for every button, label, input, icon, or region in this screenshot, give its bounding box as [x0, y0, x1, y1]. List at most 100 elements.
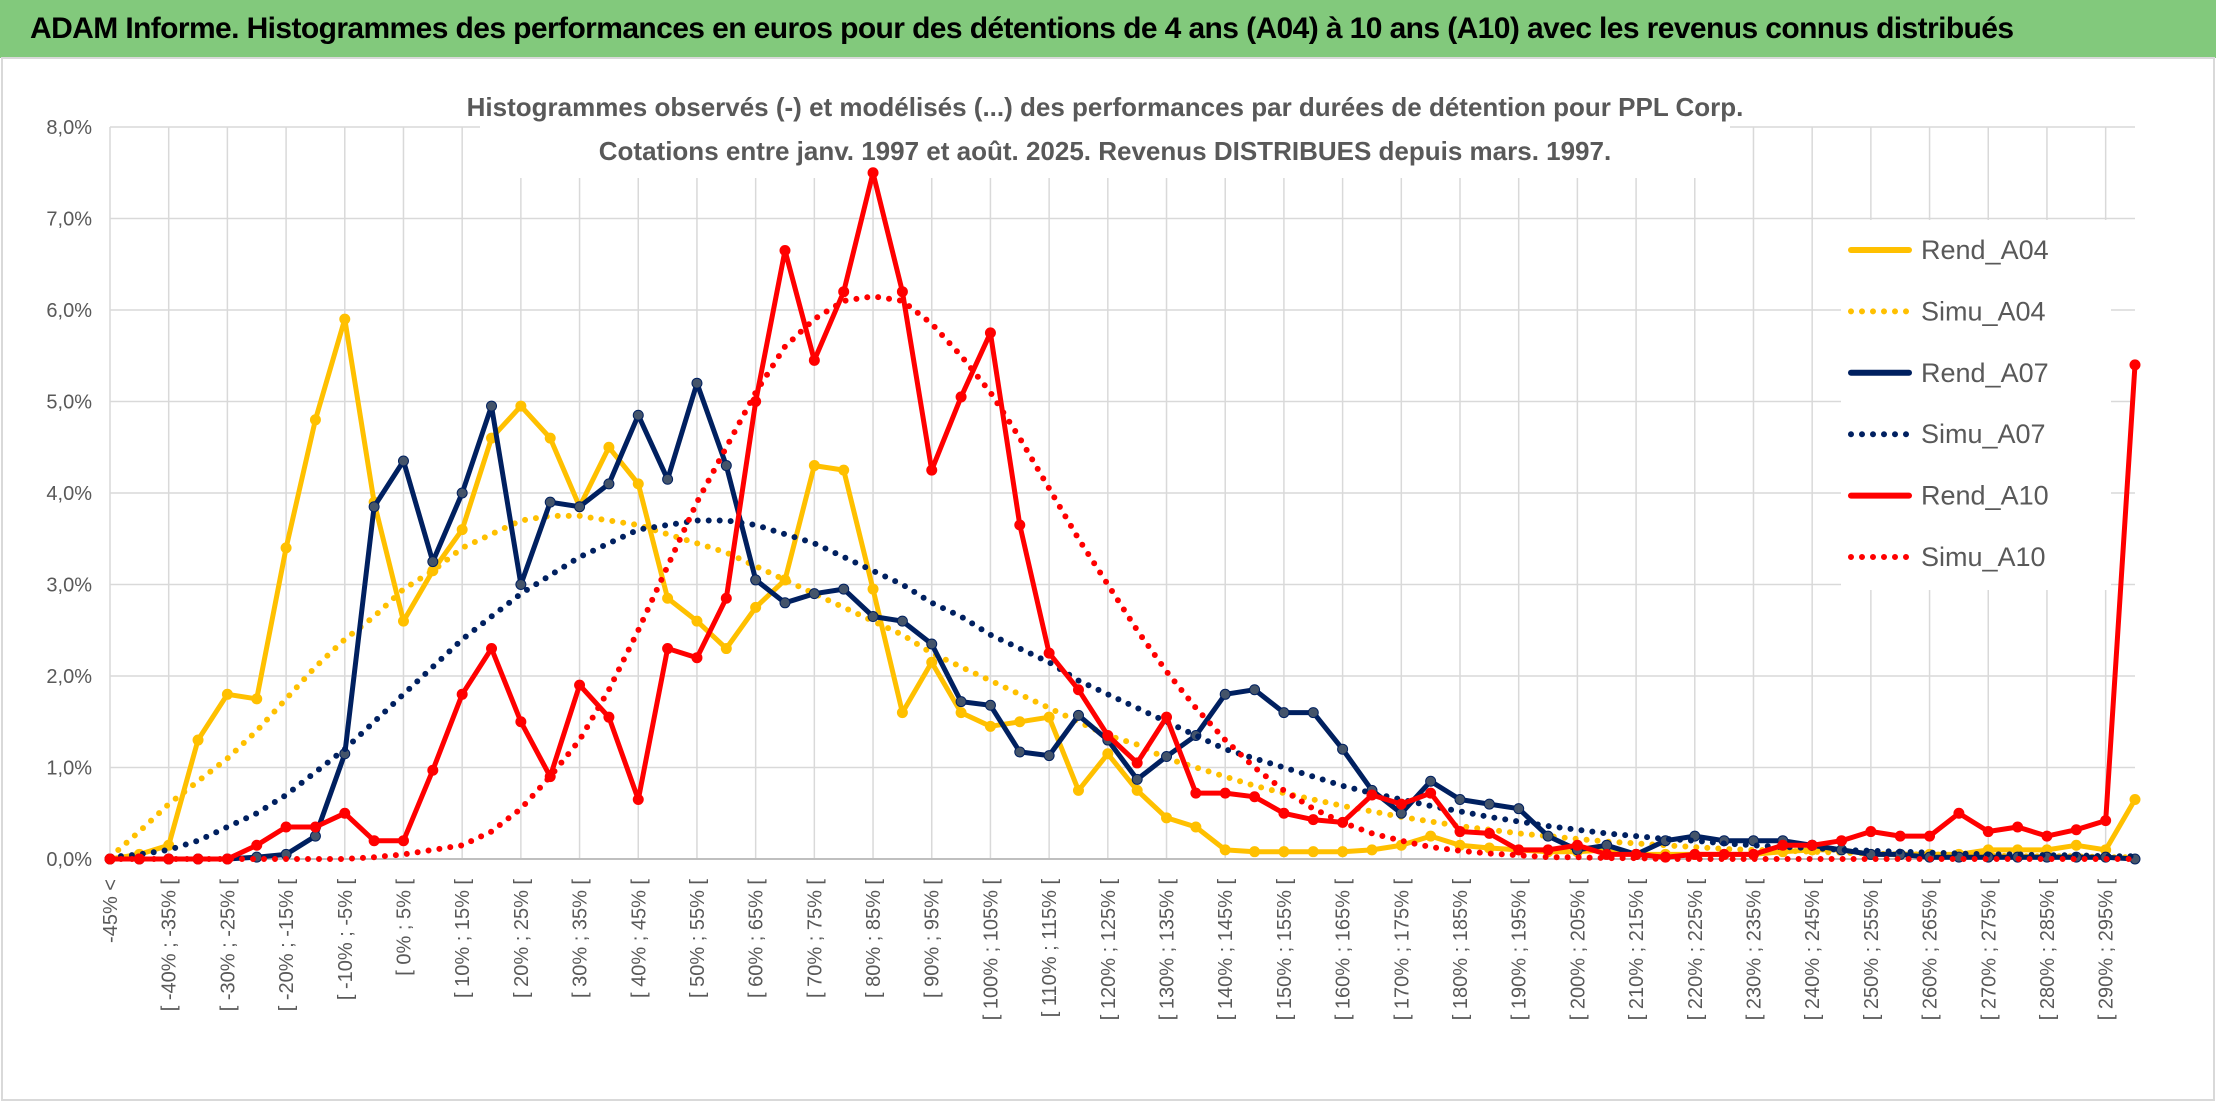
data-point — [2070, 839, 2082, 851]
legend-label: Rend_A07 — [1921, 358, 2049, 388]
data-point — [955, 707, 967, 719]
data-point — [368, 835, 380, 847]
data-point — [1014, 716, 1026, 728]
data-point — [926, 464, 938, 476]
data-point — [2100, 815, 2112, 827]
legend-label: Simu_A07 — [1921, 419, 2046, 449]
y-tick-label: 6,0% — [46, 300, 92, 322]
data-point — [1777, 839, 1789, 851]
data-point — [1454, 794, 1466, 806]
data-point — [1982, 826, 1994, 838]
y-tick-label: 7,0% — [46, 209, 92, 231]
data-point — [1014, 519, 1026, 531]
data-point — [339, 807, 351, 819]
x-tick-label: [ 100% ; 105% [ — [980, 879, 1002, 1021]
data-point — [1513, 803, 1525, 815]
data-point — [1072, 709, 1084, 721]
x-tick-label: [ 150% ; 155% [ — [1274, 879, 1296, 1021]
data-point — [750, 574, 762, 586]
data-point — [896, 615, 908, 627]
data-point — [251, 839, 263, 851]
data-point — [603, 441, 615, 453]
x-tick-label: [ 70% ; 75% [ — [804, 879, 826, 998]
data-point — [603, 478, 615, 490]
data-point — [896, 286, 908, 298]
y-tick-label: 2,0% — [46, 666, 92, 688]
x-tick-label: [ -10% ; -5% [ — [335, 879, 357, 1001]
data-point — [1043, 750, 1055, 762]
data-point — [1043, 711, 1055, 723]
x-tick-label: [ 140% ; 145% [ — [1215, 879, 1237, 1021]
data-point — [2129, 359, 2141, 371]
data-point — [1425, 775, 1437, 787]
observed-line — [107, 170, 2138, 862]
data-point — [456, 524, 468, 536]
x-tick-label: [ -20% ; -15% [ — [276, 879, 298, 1012]
chart-title: Histogrammes observés (-) et modélisés (… — [467, 92, 1744, 122]
data-point — [867, 611, 879, 623]
data-point — [1337, 846, 1349, 858]
data-point — [544, 496, 556, 508]
data-point — [280, 542, 292, 554]
data-point — [838, 286, 850, 298]
data-point — [838, 583, 850, 595]
data-point — [691, 615, 703, 627]
x-tick-label: [ 260% ; 265% [ — [1920, 879, 1942, 1021]
model-line — [107, 293, 2138, 862]
data-point — [808, 354, 820, 366]
data-point — [280, 821, 292, 833]
data-point — [1249, 846, 1261, 858]
data-point — [867, 583, 879, 595]
x-tick-label: [ 0% ; 5% [ — [393, 879, 415, 976]
data-point — [1425, 787, 1437, 799]
data-point — [1190, 787, 1202, 799]
data-point — [2129, 794, 2141, 806]
data-point — [955, 696, 967, 708]
data-point — [926, 656, 938, 668]
x-tick-label: [ 20% ; 25% [ — [511, 879, 533, 998]
data-point — [1102, 748, 1114, 760]
data-point — [720, 592, 732, 604]
data-point — [1072, 784, 1084, 796]
data-point — [1395, 798, 1407, 810]
data-point — [632, 478, 644, 490]
data-point — [838, 464, 850, 476]
data-point — [750, 601, 762, 613]
x-tick-label: [ 110% ; 115% [ — [1039, 879, 1061, 1018]
legend-label: Simu_A10 — [1921, 542, 2046, 572]
x-tick-label: [ 230% ; 235% [ — [1743, 879, 1765, 1021]
y-tick-label: 1,0% — [46, 758, 92, 780]
data-point — [984, 699, 996, 711]
data-point — [808, 460, 820, 472]
data-point — [192, 734, 204, 746]
data-point — [1219, 844, 1231, 856]
data-point — [1307, 707, 1319, 719]
data-point — [1219, 787, 1231, 799]
data-point — [1278, 807, 1290, 819]
data-point — [1366, 789, 1378, 801]
data-point — [368, 501, 380, 513]
data-point — [515, 716, 527, 728]
model-line — [107, 517, 2138, 861]
data-point — [1483, 827, 1495, 839]
data-point — [779, 597, 791, 609]
data-point — [1043, 647, 1055, 659]
data-point — [1072, 684, 1084, 696]
observed-line — [107, 316, 2138, 862]
x-tick-label: [ 240% ; 245% [ — [1802, 879, 1824, 1021]
x-tick-label: [ 40% ; 45% [ — [628, 879, 650, 998]
chart-subtitle: Cotations entre janv. 1997 et août. 2025… — [599, 136, 1611, 166]
data-point — [720, 460, 732, 472]
x-tick-label: [ 80% ; 85% [ — [863, 879, 885, 998]
data-point — [1190, 821, 1202, 833]
data-point — [221, 688, 233, 700]
data-point — [397, 835, 409, 847]
data-point — [1366, 844, 1378, 856]
data-point — [309, 414, 321, 426]
data-point — [486, 643, 498, 655]
data-point — [1249, 791, 1261, 803]
title-background — [480, 86, 1730, 178]
data-point — [574, 679, 586, 691]
data-point — [1483, 798, 1495, 810]
data-point — [309, 830, 321, 842]
